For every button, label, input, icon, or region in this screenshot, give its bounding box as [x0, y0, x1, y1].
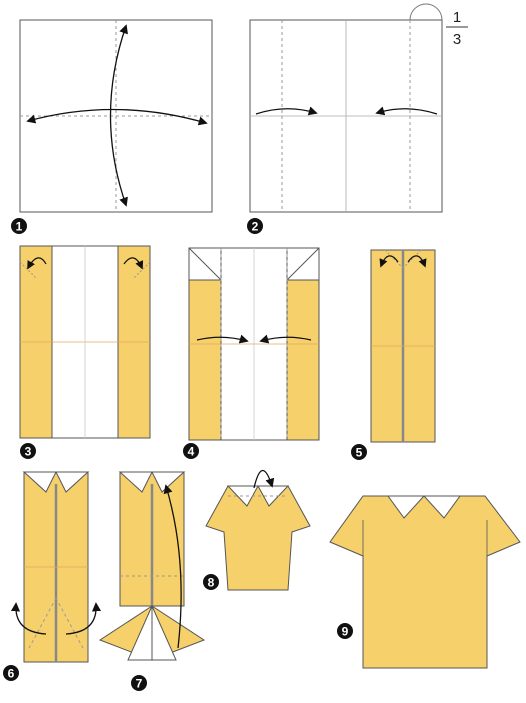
step-5-diagram — [370, 249, 436, 443]
step-5-arrow-right — [407, 255, 427, 268]
step-5-number: 5 — [356, 446, 363, 460]
step-6-number: 6 — [8, 667, 15, 681]
step-1-fold-arrow-horizontal — [26, 108, 208, 126]
step-9-collar-right — [422, 495, 461, 519]
step-1-diagram — [19, 19, 213, 213]
step-8-shirt-body — [205, 485, 311, 591]
step-2-fold-arrow-left — [255, 106, 318, 116]
step-2-diagram: 1 3 — [249, 3, 468, 213]
step-7-collar-right — [151, 471, 186, 493]
step-4-badge: 4 — [183, 443, 199, 459]
step-5-badge: 5 — [351, 444, 367, 460]
step-6-badge: 6 — [3, 665, 19, 681]
step-4-diagram — [188, 247, 320, 441]
step-4-right-corner-diagonal — [286, 247, 320, 281]
step-7-fold-up-arrow — [163, 484, 182, 649]
step-7-badge: 7 — [131, 675, 147, 691]
step-6-fold-line-left — [27, 597, 57, 651]
step-5-corner-fold-right — [402, 249, 422, 269]
step-5-arrow-left — [379, 255, 399, 268]
step-7-number: 7 — [136, 677, 143, 691]
step-3-number: 3 — [25, 445, 32, 459]
step-2-number: 2 — [252, 220, 259, 234]
step-9-number: 9 — [342, 625, 349, 639]
step-7-diagram — [98, 471, 206, 661]
step-6-arrow-right — [65, 602, 102, 635]
step-3-diagram — [19, 245, 151, 439]
step-4-left-corner-diagonal — [188, 247, 222, 281]
step-7-collar-left — [118, 471, 153, 493]
fraction-numerator: 1 — [453, 9, 461, 26]
step-1-number: 1 — [16, 220, 23, 234]
step-4-left-flap — [188, 279, 222, 441]
step-8-number: 8 — [208, 576, 215, 590]
step-8-badge: 8 — [203, 574, 219, 590]
step-4-arrow-left — [196, 334, 249, 344]
step-6-fold-line-right — [55, 597, 85, 651]
step-6-arrow-left — [10, 602, 47, 635]
step-9-collar-left — [387, 495, 426, 519]
step-6-collar-right — [55, 471, 90, 493]
step-4-arrow-right — [259, 334, 312, 344]
step-2-measure-arc — [409, 3, 443, 21]
step-6-collar-left — [22, 471, 57, 493]
step-8-diagram — [205, 469, 311, 591]
step-3-badge: 3 — [20, 443, 36, 459]
step-9-diagram — [329, 495, 521, 669]
step-8-fold-back-arrow — [253, 469, 275, 489]
step-9-badge: 9 — [337, 623, 353, 639]
step-2-badge: 2 — [247, 218, 263, 234]
step-1-badge: 1 — [11, 218, 27, 234]
step-2-fold-arrow-right — [375, 106, 438, 116]
step-1-fold-arrow-vertical — [109, 24, 128, 207]
step-3-arrow-right — [123, 257, 144, 270]
step-3-arrow-left — [27, 257, 47, 270]
step-6-diagram — [10, 471, 102, 663]
step-4-number: 4 — [188, 445, 195, 459]
step-4-right-flap — [286, 279, 320, 441]
step-7-inner-right — [151, 605, 177, 661]
step-5-corner-fold-left — [384, 249, 404, 269]
step-9-shirt — [329, 495, 521, 669]
fraction-denominator: 3 — [453, 31, 461, 48]
